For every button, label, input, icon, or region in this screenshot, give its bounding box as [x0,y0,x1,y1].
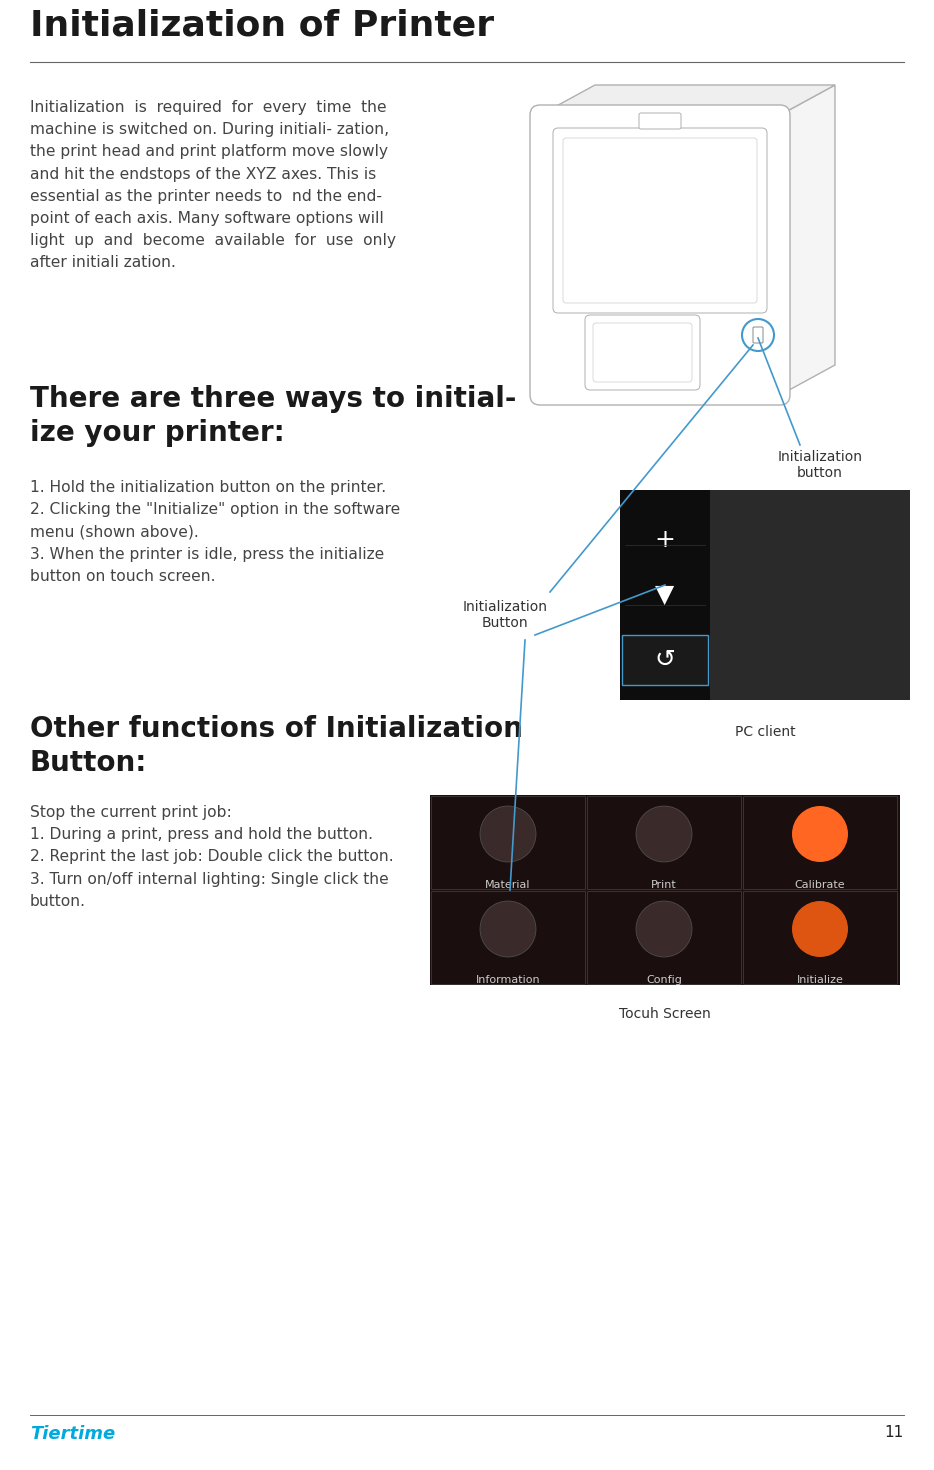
Text: Print: Print [651,881,677,889]
Polygon shape [540,85,835,115]
FancyBboxPatch shape [753,326,763,343]
Text: Tocuh Screen: Tocuh Screen [619,1007,711,1022]
Bar [743,795,897,889]
FancyBboxPatch shape [553,128,767,313]
Text: ▼: ▼ [656,584,674,607]
Text: Material: Material [486,881,531,889]
Bar [620,490,710,700]
Text: +: + [655,528,675,553]
FancyBboxPatch shape [639,113,681,129]
Text: Information: Information [475,975,540,985]
Text: Initialization
button: Initialization button [777,450,862,481]
Circle shape [792,901,848,957]
Text: Other functions of Initialization
Button:: Other functions of Initialization Button… [30,714,523,776]
Bar [743,891,897,983]
FancyBboxPatch shape [530,104,790,406]
Text: Stop the current print job:
1. During a print, press and hold the button.
2. Rep: Stop the current print job: 1. During a … [30,806,393,908]
Text: Config: Config [646,975,682,985]
Polygon shape [780,85,835,395]
Bar [431,795,585,889]
Text: Initialize: Initialize [797,975,843,985]
Circle shape [742,319,774,351]
Text: 11: 11 [884,1424,904,1441]
Circle shape [792,806,848,861]
Text: There are three ways to initial-
ize your printer:: There are three ways to initial- ize you… [30,385,517,447]
Bar [587,795,741,889]
Bar [587,891,741,983]
Bar [431,891,585,983]
Circle shape [480,806,536,861]
Bar [710,490,910,700]
FancyBboxPatch shape [563,138,757,303]
Text: ↺: ↺ [655,648,675,672]
Text: PC client: PC client [735,725,796,739]
Bar [620,490,910,700]
Text: 1. Hold the initialization button on the printer.
2. Clicking the "Initialize" o: 1. Hold the initialization button on the… [30,481,401,584]
Circle shape [636,901,692,957]
Circle shape [636,806,692,861]
Bar [622,635,708,685]
Circle shape [480,901,536,957]
FancyBboxPatch shape [585,315,700,390]
Text: Initialization
Button: Initialization Button [462,600,547,631]
Text: Tiertime: Tiertime [30,1424,115,1444]
Bar [430,795,900,985]
Text: Calibrate: Calibrate [795,881,845,889]
Text: Initialization of Printer: Initialization of Printer [30,7,494,43]
Text: Initialization  is  required  for  every  time  the
machine is switched on. Duri: Initialization is required for every tim… [30,100,396,270]
FancyBboxPatch shape [593,323,692,382]
